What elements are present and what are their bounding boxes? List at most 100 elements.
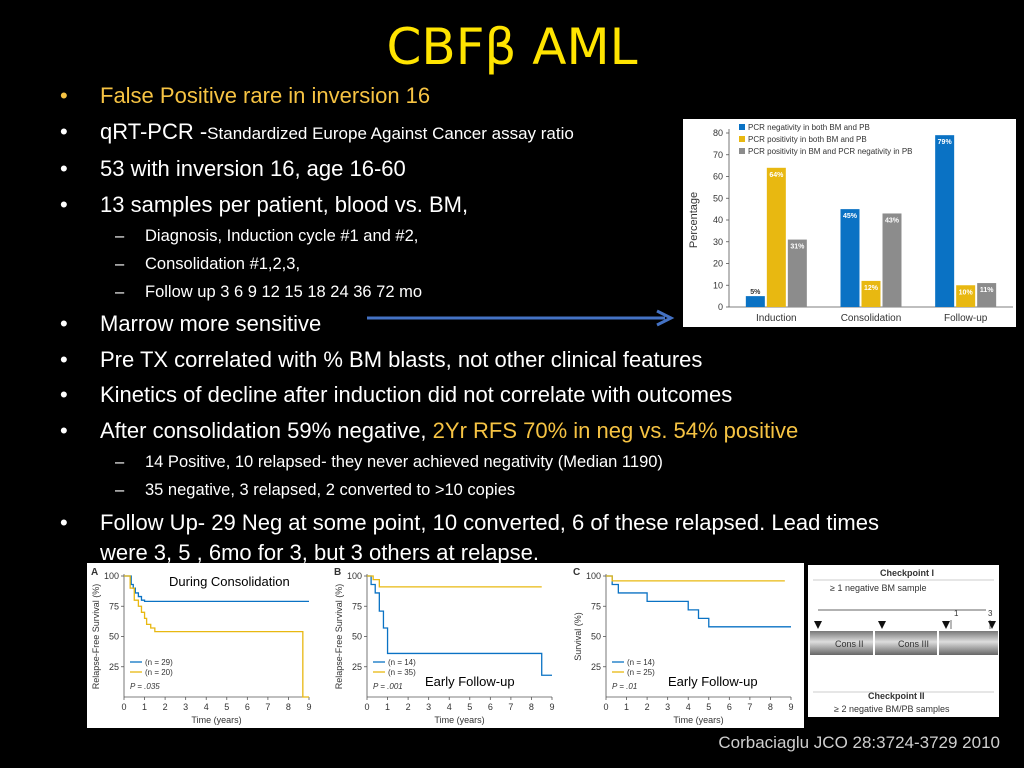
checkpoint-subtitle: ≥ 1 negative BM sample (830, 583, 927, 593)
y-tick-label: 100 (347, 571, 362, 581)
bar-label: 31% (790, 244, 805, 251)
x-tick-label: 7 (508, 702, 513, 712)
y-tick-label: 25 (591, 662, 601, 672)
legend-swatch (739, 124, 745, 130)
segment-label: Cons II (835, 639, 864, 649)
x-tick-label: 6 (245, 702, 250, 712)
y-tick-label: 50 (713, 193, 723, 203)
segment-label: Cons III (898, 639, 929, 649)
y-tick-label: 75 (352, 601, 362, 611)
arrow-icon (367, 309, 675, 327)
bar-label: 45% (843, 213, 858, 220)
x-tick-label: 3 (183, 702, 188, 712)
panel-letter: A (91, 567, 98, 578)
sub-bullet: Follow up 3 6 9 12 15 18 24 36 72 mo (60, 278, 960, 306)
bullet-text: qRT-PCR - (100, 118, 208, 144)
bullet: 53 with inversion 16, age 16-60 (60, 151, 960, 187)
bullet-text: After consolidation 59% negative, (100, 417, 433, 443)
sub-bullet: 14 Positive, 10 relapsed- they never ach… (60, 448, 960, 476)
x-tick-label: 5 (706, 702, 711, 712)
bullet-list: False Positive rare in inversion 16 qRT-… (60, 78, 960, 568)
y-axis-label: Relapse-Free Survival (%) (91, 584, 101, 690)
x-tick-label: 1 (142, 702, 147, 712)
x-tick-label: 6 (488, 702, 493, 712)
x-tick-label: 3 (665, 702, 670, 712)
y-tick-label: 25 (109, 662, 119, 672)
bar (766, 167, 786, 307)
x-tick-label: 9 (306, 702, 311, 712)
bar (956, 285, 976, 307)
survival-curve-blue (606, 575, 791, 628)
checkpoint-diagram: Checkpoint I ≥ 1 negative BM sample 1 3 … (808, 565, 999, 717)
x-tick-label: 2 (406, 702, 411, 712)
bar-label: 5% (750, 289, 761, 296)
x-tick-label: 4 (447, 702, 452, 712)
sub-bullet: Diagnosis, Induction cycle #1 and #2, (60, 222, 960, 250)
bullet-text: Standardized Europe Against Cancer assay… (207, 123, 574, 143)
bullet: Pre TX correlated with % BM blasts, not … (60, 342, 960, 378)
bar (861, 280, 881, 307)
timeline-bar (810, 631, 998, 655)
x-tick-label: 5 (467, 702, 472, 712)
legend-label: PCR positivity in both BM and PB (748, 135, 867, 144)
checkpoint-title: Checkpoint I (880, 568, 934, 578)
bar-label: 11% (980, 287, 994, 294)
highlight-text: 2Yr RFS 70% in neg vs. 54% positive (432, 417, 799, 443)
x-tick-label: Follow-up (944, 313, 988, 324)
checkpoint-title: Checkpoint II (868, 691, 925, 701)
chart-annotation: Early Follow-up (668, 674, 758, 689)
y-tick-label: 75 (591, 601, 601, 611)
bullet: 13 samples per patient, blood vs. BM, (60, 187, 960, 223)
legend-label: (n = 14) (627, 658, 655, 667)
y-tick-label: 10 (713, 280, 723, 290)
bar-chart-panel: 0 10 20 30 40 50 60 70 80 Percentage Induction 5% 64… (683, 119, 1016, 327)
bar-label: 64% (769, 172, 784, 179)
bar-label: 12% (864, 285, 879, 292)
y-axis-label: Percentage (688, 192, 700, 248)
survival-curve-gold (606, 575, 785, 582)
citation: Corbaciaglu JCO 28:3724-3729 2010 (718, 733, 1000, 752)
survival-curve-blue (367, 575, 552, 676)
x-tick-label: 2 (163, 702, 168, 712)
y-tick-label: 50 (591, 632, 601, 642)
x-tick-label: 1 (624, 702, 629, 712)
legend-label: PCR negativity in both BM and PB (748, 123, 870, 132)
x-tick-label: 9 (788, 702, 793, 712)
bar (882, 213, 902, 307)
panel-letter: B (334, 567, 341, 578)
chart-annotation: Early Follow-up (425, 674, 515, 689)
y-axis-label: Relapse-Free Survival (%) (334, 584, 344, 690)
survival-curve-gold (367, 575, 542, 588)
bar (977, 283, 997, 307)
bullet: False Positive rare in inversion 16 (60, 78, 960, 114)
legend-label: PCR positivity in BM and PCR negativity … (748, 147, 913, 156)
legend-swatch (739, 148, 745, 154)
tick-label: 1 (954, 609, 959, 618)
x-tick-label: 1 (385, 702, 390, 712)
x-axis-label: Time (years) (434, 715, 484, 725)
legend-label: (n = 35) (388, 668, 416, 677)
y-axis-label: Survival (%) (573, 612, 583, 661)
y-tick-label: 20 (713, 259, 723, 269)
legend-swatch (739, 136, 745, 142)
survival-curve-blue (124, 575, 309, 603)
slide-title: CBFβ AML (386, 18, 638, 76)
y-tick-label: 50 (109, 632, 119, 642)
checkpoint-subtitle: ≥ 2 negative BM/PB samples (834, 704, 950, 714)
y-tick-label: 50 (352, 632, 362, 642)
legend-label: (n = 20) (145, 668, 173, 677)
legend-label: (n = 29) (145, 658, 173, 667)
y-tick-label: 70 (713, 150, 723, 160)
x-tick-label: 7 (265, 702, 270, 712)
x-axis-label: Time (years) (673, 715, 723, 725)
bar-label: 10% (959, 289, 974, 296)
bullet: Marrow more sensitive (60, 306, 960, 342)
x-tick-label: 4 (686, 702, 691, 712)
panel-letter: C (573, 567, 580, 578)
x-tick-label: 9 (549, 702, 554, 712)
bar (935, 135, 955, 307)
sub-bullet: Consolidation #1,2,3, (60, 250, 960, 278)
x-tick-label: 6 (727, 702, 732, 712)
bullet: qRT-PCR -Standardized Europe Against Can… (60, 114, 960, 152)
